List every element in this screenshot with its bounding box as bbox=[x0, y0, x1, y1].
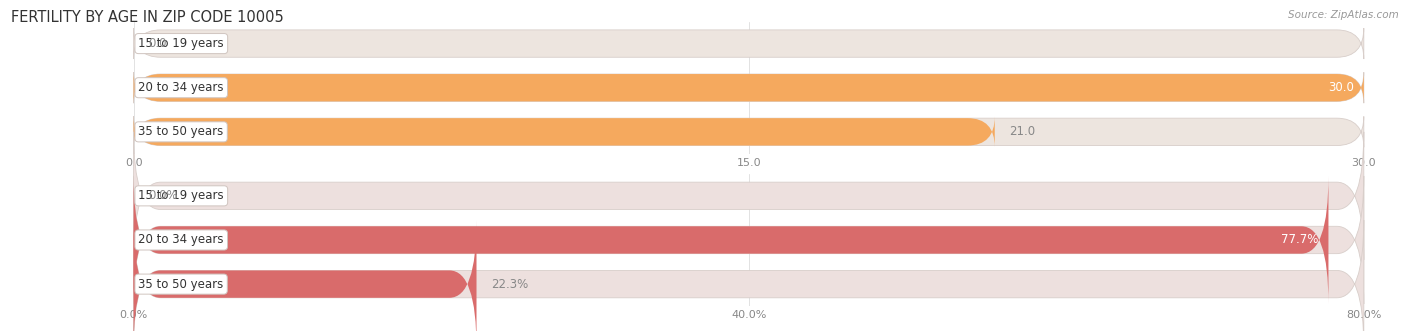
FancyBboxPatch shape bbox=[134, 72, 1364, 103]
FancyBboxPatch shape bbox=[134, 176, 1364, 304]
FancyBboxPatch shape bbox=[134, 117, 994, 147]
FancyBboxPatch shape bbox=[134, 220, 1364, 331]
Text: 21.0: 21.0 bbox=[1010, 125, 1036, 138]
Text: 30.0: 30.0 bbox=[1329, 81, 1354, 94]
Text: 15 to 19 years: 15 to 19 years bbox=[138, 37, 224, 50]
Text: 20 to 34 years: 20 to 34 years bbox=[138, 81, 224, 94]
Text: Source: ZipAtlas.com: Source: ZipAtlas.com bbox=[1288, 10, 1399, 20]
Text: 0.0%: 0.0% bbox=[149, 189, 179, 202]
FancyBboxPatch shape bbox=[134, 72, 1364, 103]
FancyBboxPatch shape bbox=[134, 117, 1364, 147]
Text: 35 to 50 years: 35 to 50 years bbox=[138, 125, 224, 138]
FancyBboxPatch shape bbox=[134, 176, 1329, 304]
Text: FERTILITY BY AGE IN ZIP CODE 10005: FERTILITY BY AGE IN ZIP CODE 10005 bbox=[11, 10, 284, 25]
Text: 77.7%: 77.7% bbox=[1281, 233, 1319, 247]
FancyBboxPatch shape bbox=[134, 28, 1364, 59]
FancyBboxPatch shape bbox=[134, 220, 477, 331]
FancyBboxPatch shape bbox=[134, 132, 1364, 260]
Text: 15 to 19 years: 15 to 19 years bbox=[138, 189, 224, 202]
Text: 22.3%: 22.3% bbox=[491, 278, 529, 291]
Text: 0.0: 0.0 bbox=[149, 37, 167, 50]
Text: 35 to 50 years: 35 to 50 years bbox=[138, 278, 224, 291]
Text: 20 to 34 years: 20 to 34 years bbox=[138, 233, 224, 247]
